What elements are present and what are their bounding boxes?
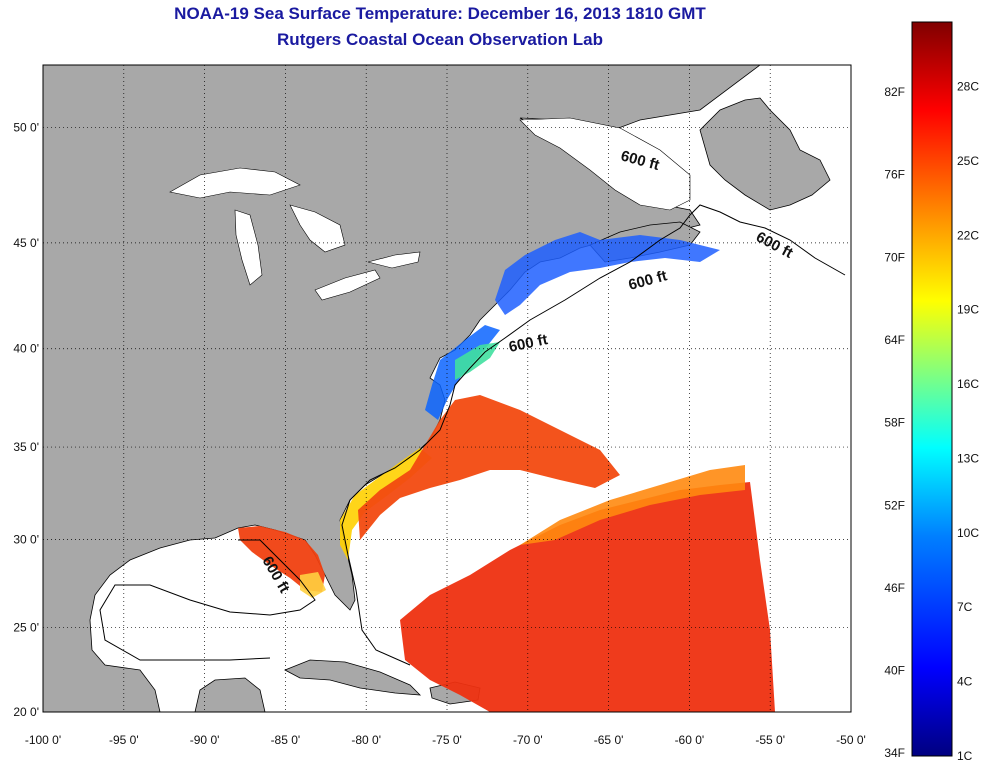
- colorbar-fahrenheit-label: 40F: [884, 664, 905, 678]
- colorbar-celsius-label: 25C: [957, 154, 979, 168]
- longitude-tick-label: -60 0': [675, 733, 705, 747]
- gulf-st-lawrence: [519, 117, 691, 211]
- sst-warm-sargasso: [400, 482, 775, 712]
- map-title: NOAA-19 Sea Surface Temperature: Decembe…: [174, 4, 706, 23]
- sst-shelf-green: [455, 342, 500, 380]
- isobath-600ft: [341, 204, 846, 666]
- colorbar-fahrenheit-label: 46F: [884, 581, 905, 595]
- latitude-tick-label: 35 0': [13, 440, 39, 454]
- latitude-tick-label: 40 0': [13, 342, 39, 356]
- colorbar-celsius-label: 7C: [957, 600, 973, 614]
- lake-erie: [314, 269, 381, 301]
- map-border: [42, 64, 852, 713]
- longitude-tick-label: -75 0': [432, 733, 462, 747]
- graticule: [43, 65, 851, 712]
- colorbar: [911, 21, 953, 757]
- colorbar-celsius-label: 10C: [957, 526, 979, 540]
- colorbar-fahrenheit-labels: 82F 76F 70F 64F 58F 52F 46F 40F 34F: [884, 85, 905, 760]
- colorbar-celsius-label: 1C: [957, 749, 973, 763]
- longitude-tick-label: -95 0': [109, 733, 139, 747]
- colorbar-fahrenheit-label: 82F: [884, 85, 905, 99]
- longitude-tick-label: -85 0': [271, 733, 301, 747]
- latitude-tick-label: 25 0': [13, 621, 39, 635]
- colorbar-celsius-label: 28C: [957, 79, 979, 93]
- colorbar-fahrenheit-label: 52F: [884, 498, 905, 512]
- colorbar-fahrenheit-label: 70F: [884, 250, 905, 264]
- longitude-tick-label: -80 0': [351, 733, 381, 747]
- colorbar-fahrenheit-label: 58F: [884, 416, 905, 430]
- map-subtitle: Rutgers Coastal Ocean Observation Lab: [277, 30, 603, 49]
- longitude-tick-label: -100 0': [25, 733, 61, 747]
- latitude-tick-label: 50 0': [13, 120, 39, 134]
- colorbar-fahrenheit-label: 34F: [884, 746, 905, 760]
- sst-warm-orange-band: [520, 465, 745, 545]
- longitude-tick-label: -65 0': [594, 733, 624, 747]
- latitude-tick-label: 20 0': [13, 705, 39, 719]
- colorbar-celsius-label: 22C: [957, 228, 979, 242]
- longitude-axis: -100 0' -95 0' -90 0' -85 0' -80 0' -75 0' -70…: [25, 733, 866, 747]
- sst-florida-yellow: [300, 572, 326, 598]
- lake-ontario: [367, 251, 421, 269]
- land-cuba: [284, 659, 422, 696]
- lake-huron: [289, 204, 346, 253]
- colorbar-celsius-label: 16C: [957, 377, 979, 391]
- land-newfoundland: [699, 97, 831, 211]
- colorbar-celsius-label: 13C: [957, 451, 979, 465]
- colorbar-celsius-label: 19C: [957, 303, 979, 317]
- longitude-tick-label: -50 0': [836, 733, 866, 747]
- latitude-tick-label: 30 0': [13, 533, 39, 547]
- colorbar-celsius-labels: 28C 25C 22C 19C 16C 13C 10C 7C 4C 1C: [957, 79, 979, 763]
- longitude-tick-label: -55 0': [755, 733, 785, 747]
- latitude-axis: 20 0' 25 0' 30 0' 35 0' 40 0' 45 0' 50 0': [13, 120, 39, 719]
- colorbar-fahrenheit-label: 64F: [884, 333, 905, 347]
- lake-superior: [169, 167, 301, 199]
- longitude-tick-label: -70 0': [513, 733, 543, 747]
- colorbar-fahrenheit-label: 76F: [884, 168, 905, 182]
- lake-michigan: [234, 209, 263, 286]
- isobath-600ft-gulf: [99, 539, 316, 661]
- sst-cold-northeast: [495, 232, 720, 315]
- land-yucatan: [194, 677, 266, 712]
- colorbar-celsius-label: 4C: [957, 675, 973, 689]
- sst-gulf-stream: [358, 395, 620, 540]
- latitude-tick-label: 45 0': [13, 236, 39, 250]
- longitude-tick-label: -90 0': [190, 733, 220, 747]
